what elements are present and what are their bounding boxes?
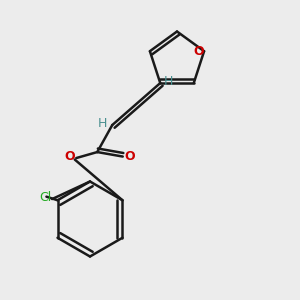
Text: O: O [124, 150, 135, 163]
Text: O: O [64, 150, 75, 163]
Text: H: H [98, 117, 107, 130]
Text: H: H [164, 75, 173, 88]
Text: O: O [194, 45, 204, 58]
Text: Cl: Cl [39, 191, 51, 204]
